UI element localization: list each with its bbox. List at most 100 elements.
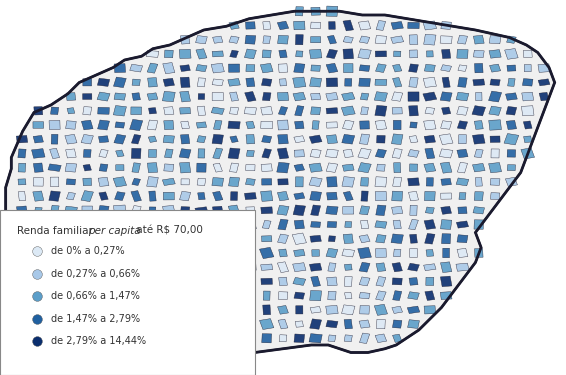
Polygon shape — [81, 305, 93, 314]
Polygon shape — [375, 51, 387, 57]
Polygon shape — [293, 263, 306, 272]
Polygon shape — [342, 134, 355, 144]
Polygon shape — [457, 106, 468, 115]
Polygon shape — [162, 234, 175, 243]
Polygon shape — [408, 306, 420, 314]
Polygon shape — [246, 178, 255, 185]
Polygon shape — [311, 107, 320, 115]
Polygon shape — [18, 179, 26, 185]
Polygon shape — [489, 36, 501, 44]
Polygon shape — [149, 221, 156, 228]
Polygon shape — [164, 120, 174, 130]
Polygon shape — [359, 306, 370, 314]
Polygon shape — [32, 234, 45, 244]
Polygon shape — [441, 49, 451, 58]
Polygon shape — [278, 135, 288, 144]
Text: de 0,27% a 0,66%: de 0,27% a 0,66% — [51, 269, 140, 279]
Polygon shape — [293, 77, 306, 88]
Polygon shape — [425, 148, 435, 159]
Polygon shape — [473, 79, 484, 86]
Polygon shape — [212, 79, 224, 86]
Polygon shape — [18, 192, 26, 201]
Polygon shape — [64, 305, 78, 315]
Polygon shape — [456, 178, 469, 186]
Polygon shape — [195, 207, 208, 214]
Polygon shape — [115, 334, 125, 342]
Polygon shape — [375, 221, 387, 228]
Polygon shape — [132, 335, 140, 342]
Polygon shape — [409, 278, 418, 285]
Polygon shape — [393, 220, 401, 229]
Polygon shape — [98, 320, 109, 328]
Polygon shape — [524, 136, 532, 142]
Polygon shape — [113, 177, 127, 187]
Polygon shape — [115, 234, 125, 244]
Polygon shape — [359, 292, 370, 299]
Polygon shape — [149, 262, 156, 272]
Polygon shape — [490, 64, 501, 72]
Polygon shape — [392, 306, 402, 314]
Polygon shape — [343, 191, 353, 201]
Polygon shape — [180, 321, 190, 327]
Polygon shape — [230, 50, 238, 58]
Polygon shape — [181, 248, 190, 258]
Polygon shape — [392, 262, 402, 272]
Polygon shape — [505, 177, 517, 186]
Polygon shape — [539, 92, 549, 101]
Polygon shape — [32, 148, 45, 158]
Polygon shape — [51, 278, 58, 285]
Polygon shape — [474, 192, 483, 201]
Polygon shape — [393, 163, 401, 172]
Polygon shape — [229, 36, 239, 44]
Polygon shape — [114, 192, 125, 201]
Polygon shape — [392, 148, 402, 158]
Polygon shape — [99, 192, 108, 200]
Polygon shape — [261, 264, 273, 270]
Polygon shape — [263, 21, 271, 29]
Polygon shape — [424, 191, 435, 201]
Polygon shape — [211, 107, 224, 114]
Polygon shape — [408, 178, 419, 186]
Polygon shape — [246, 64, 255, 72]
Polygon shape — [131, 264, 141, 271]
Polygon shape — [523, 50, 532, 57]
Polygon shape — [164, 107, 174, 115]
Polygon shape — [97, 120, 110, 130]
Polygon shape — [229, 163, 239, 172]
Polygon shape — [18, 264, 26, 270]
Polygon shape — [326, 248, 338, 258]
Polygon shape — [132, 306, 140, 314]
Polygon shape — [361, 220, 368, 229]
Polygon shape — [229, 64, 239, 72]
Polygon shape — [245, 107, 256, 114]
Polygon shape — [131, 206, 141, 215]
Polygon shape — [459, 192, 466, 200]
Polygon shape — [261, 207, 273, 214]
Polygon shape — [180, 91, 191, 102]
Text: de 0% a 0,27%: de 0% a 0,27% — [51, 246, 125, 256]
Polygon shape — [261, 334, 272, 343]
Polygon shape — [294, 121, 304, 129]
Polygon shape — [392, 206, 403, 214]
Polygon shape — [65, 219, 76, 230]
Polygon shape — [229, 21, 239, 29]
Polygon shape — [524, 64, 531, 72]
Polygon shape — [49, 306, 61, 314]
Polygon shape — [440, 92, 452, 101]
Polygon shape — [263, 36, 271, 44]
Polygon shape — [181, 207, 190, 214]
Polygon shape — [296, 306, 303, 314]
Polygon shape — [82, 234, 92, 244]
Polygon shape — [458, 207, 467, 214]
Polygon shape — [473, 50, 484, 58]
Polygon shape — [49, 292, 60, 298]
Polygon shape — [114, 64, 126, 73]
Polygon shape — [359, 206, 370, 215]
Polygon shape — [342, 177, 354, 187]
Polygon shape — [15, 220, 29, 229]
Polygon shape — [115, 221, 124, 228]
Polygon shape — [82, 276, 93, 286]
Polygon shape — [424, 220, 436, 230]
Polygon shape — [263, 92, 271, 101]
Polygon shape — [359, 78, 370, 87]
